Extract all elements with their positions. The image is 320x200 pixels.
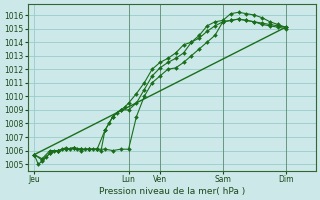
X-axis label: Pression niveau de la mer( hPa ): Pression niveau de la mer( hPa ) <box>99 187 245 196</box>
